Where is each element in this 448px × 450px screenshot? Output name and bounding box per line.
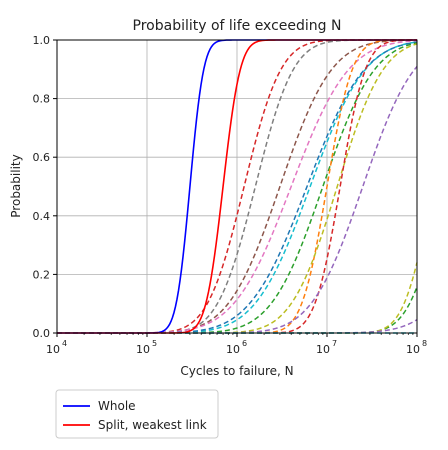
y-tick-label: 0.6 [33, 151, 51, 164]
x-ticks: 10 4 10 5 10 6 10 7 10 8 [46, 333, 427, 356]
x-tick-exponent: 8 [422, 339, 427, 348]
legend-frame [55, 389, 219, 439]
y-tick-label: 0.4 [33, 210, 51, 223]
x-tick-exponent: 6 [242, 339, 247, 348]
x-tick-label: 10 [46, 343, 60, 356]
y-tick-label: 0.2 [33, 268, 51, 281]
x-tick-exponent: 4 [62, 339, 67, 348]
x-tick-exponent: 5 [152, 339, 157, 348]
y-tick-label: 0.8 [33, 93, 51, 106]
y-axis-label: Probability [9, 154, 23, 217]
y-tick-label: 0.0 [33, 327, 51, 340]
x-tick-label: 10 [406, 343, 420, 356]
x-tick-label: 10 [226, 343, 240, 356]
legend: Whole Split, weakest link [55, 389, 219, 439]
x-tick-label: 10 [316, 343, 330, 356]
chart-title: Probability of life exceeding N [133, 18, 342, 34]
x-axis-label: Cycles to failure, N [180, 364, 293, 378]
y-tick-label: 1.0 [33, 34, 51, 47]
y-ticks: 0.0 0.2 0.4 0.6 0.8 1.0 [33, 34, 57, 340]
legend-label: Split, weakest link [98, 418, 207, 432]
x-tick-exponent: 7 [332, 339, 337, 348]
legend-label: Whole [98, 399, 136, 413]
x-tick-label: 10 [136, 343, 150, 356]
